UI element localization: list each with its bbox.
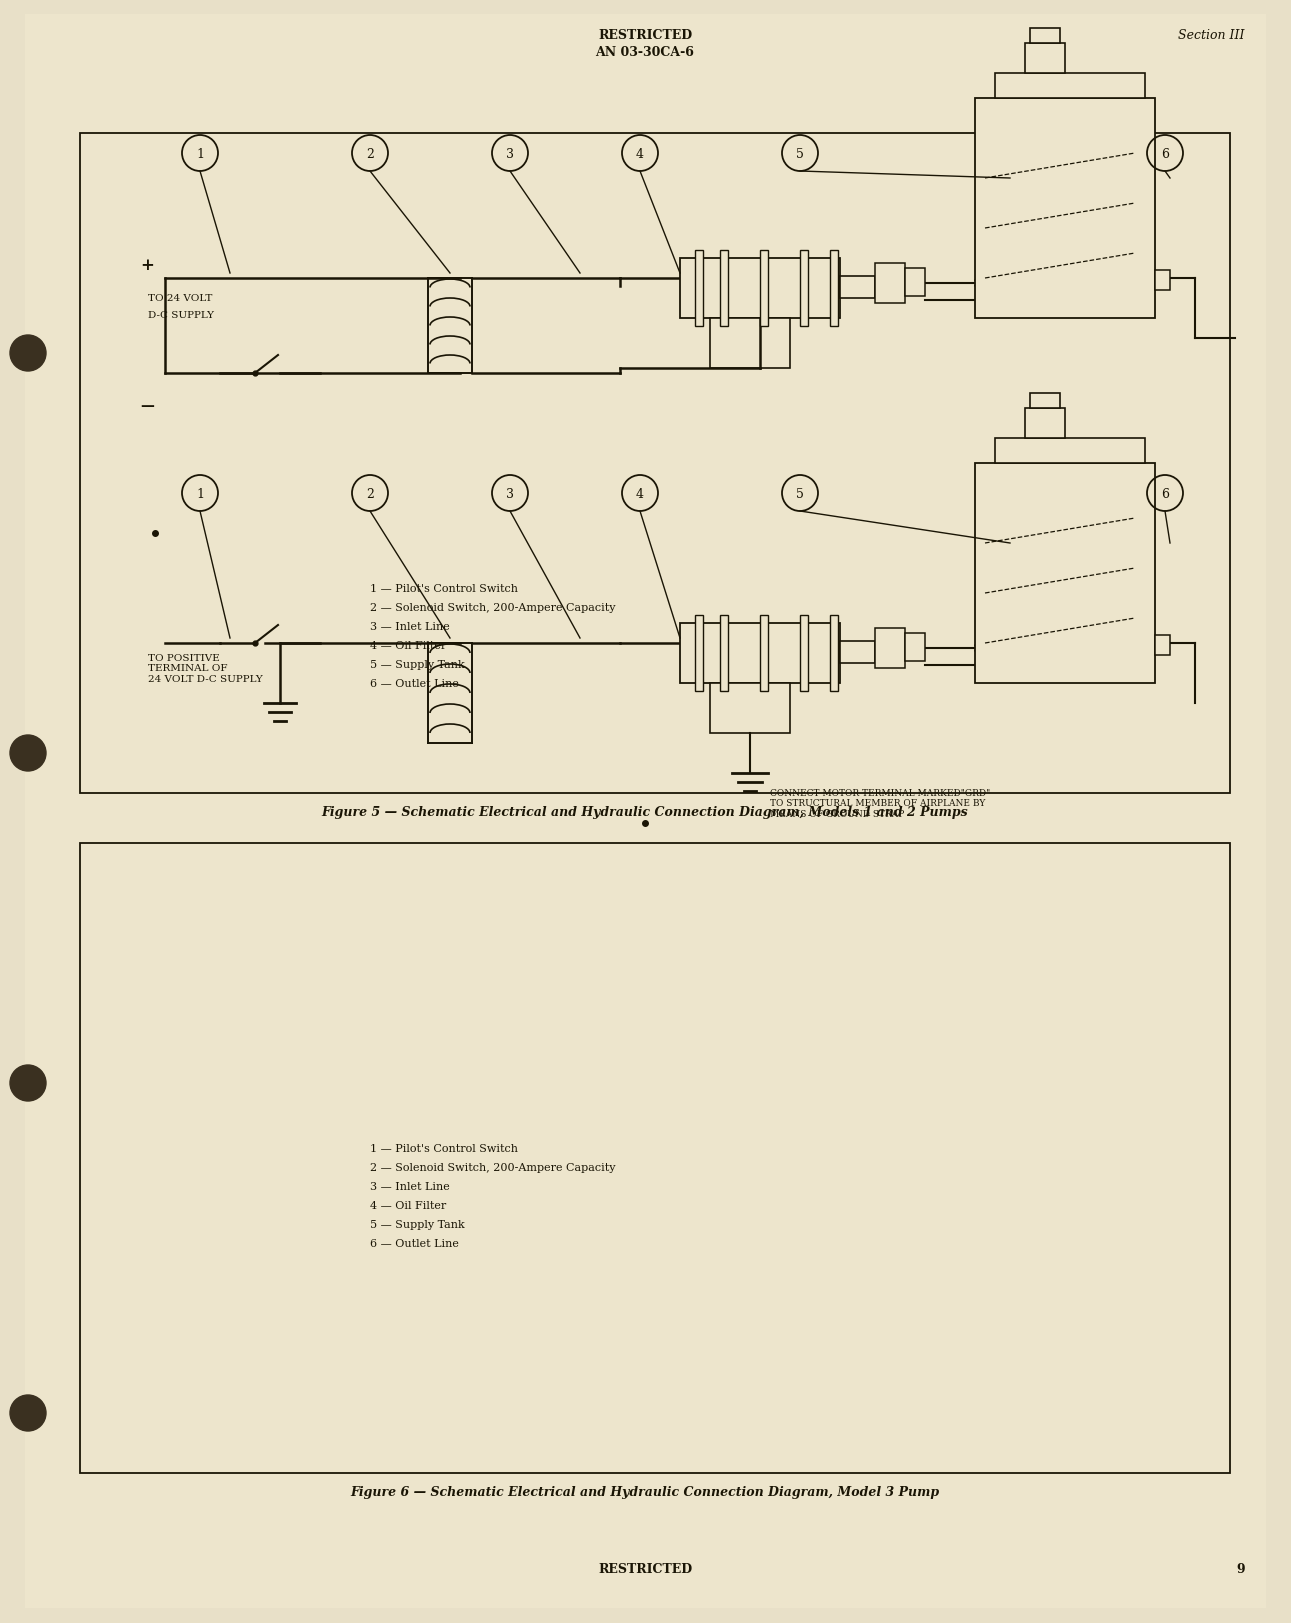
Text: —: — (139, 399, 154, 412)
Circle shape (10, 336, 46, 372)
Circle shape (10, 1396, 46, 1431)
Text: 5 — Supply Tank: 5 — Supply Tank (371, 1219, 465, 1229)
Text: 5: 5 (797, 148, 804, 161)
Text: 2 — Solenoid Switch, 200-Ampere Capacity: 2 — Solenoid Switch, 200-Ampere Capacity (371, 1162, 616, 1172)
Text: 5: 5 (797, 487, 804, 500)
Bar (905, 633, 924, 662)
Text: TO 24 VOLT: TO 24 VOLT (148, 294, 213, 304)
Text: 4 — Oil Filter: 4 — Oil Filter (371, 1201, 447, 1211)
Text: D-C SUPPLY: D-C SUPPLY (148, 312, 214, 320)
Text: 3: 3 (506, 148, 514, 161)
Text: Figure 5 — Schematic Electrical and Hydraulic Connection Diagram, Models 1 and 2: Figure 5 — Schematic Electrical and Hydr… (321, 805, 968, 818)
Text: RESTRICTED: RESTRICTED (598, 1561, 692, 1574)
Bar (875, 628, 905, 669)
Text: 9: 9 (1237, 1561, 1245, 1574)
Bar (830, 252, 838, 326)
Bar (720, 252, 728, 326)
Bar (695, 615, 704, 691)
Bar (800, 252, 808, 326)
Bar (1025, 409, 1065, 438)
Bar (710, 683, 790, 734)
Bar (995, 438, 1145, 464)
Text: 4: 4 (636, 148, 644, 161)
Text: 6: 6 (1161, 487, 1168, 500)
Text: 2: 2 (367, 487, 374, 500)
Text: RESTRICTED: RESTRICTED (598, 29, 692, 42)
Text: 3 — Inlet Line: 3 — Inlet Line (371, 622, 449, 631)
Text: 3: 3 (506, 487, 514, 500)
Bar (905, 269, 924, 297)
Bar (680, 258, 840, 318)
Bar (1025, 44, 1065, 75)
Text: 5 — Supply Tank: 5 — Supply Tank (371, 659, 465, 670)
Text: 4 — Oil Filter: 4 — Oil Filter (371, 641, 447, 651)
Text: 2 — Solenoid Switch, 200-Ampere Capacity: 2 — Solenoid Switch, 200-Ampere Capacity (371, 602, 616, 612)
Text: 1: 1 (196, 487, 204, 500)
Circle shape (10, 1065, 46, 1102)
Text: 1: 1 (196, 148, 204, 161)
Bar (80, 844, 1230, 1474)
Bar (1155, 271, 1170, 291)
Bar (1155, 636, 1170, 656)
Circle shape (10, 735, 46, 771)
Text: TO POSITIVE
TERMINAL OF
24 VOLT D-C SUPPLY: TO POSITIVE TERMINAL OF 24 VOLT D-C SUPP… (148, 654, 263, 683)
Bar (760, 615, 768, 691)
Bar (710, 318, 790, 368)
Bar (80, 135, 1230, 794)
Bar (800, 615, 808, 691)
Bar (830, 615, 838, 691)
Bar (995, 75, 1145, 99)
Text: 6 — Outlet Line: 6 — Outlet Line (371, 1238, 458, 1248)
Text: 3 — Inlet Line: 3 — Inlet Line (371, 1182, 449, 1191)
Text: Figure 6 — Schematic Electrical and Hydraulic Connection Diagram, Model 3 Pump: Figure 6 — Schematic Electrical and Hydr… (350, 1485, 940, 1498)
Bar (975, 464, 1155, 683)
Text: 4: 4 (636, 487, 644, 500)
Text: 1 — Pilot's Control Switch: 1 — Pilot's Control Switch (371, 1143, 518, 1154)
Text: CONNECT MOTOR TERMINAL MARKED"GRD"
TO STRUCTURAL MEMBER OF AIRPLANE BY
MEANS OF : CONNECT MOTOR TERMINAL MARKED"GRD" TO ST… (769, 789, 990, 818)
Bar (760, 252, 768, 326)
Bar (975, 99, 1155, 318)
Bar (1030, 394, 1060, 409)
Bar (680, 623, 840, 683)
Bar (875, 265, 905, 304)
Text: +: + (139, 256, 154, 274)
Bar (695, 252, 704, 326)
Text: Section III: Section III (1179, 29, 1245, 42)
Text: 2: 2 (367, 148, 374, 161)
Text: AN 03-30CA-6: AN 03-30CA-6 (595, 45, 695, 58)
Text: 1 — Pilot's Control Switch: 1 — Pilot's Control Switch (371, 584, 518, 594)
Text: 6 — Outlet Line: 6 — Outlet Line (371, 678, 458, 688)
Bar (1030, 29, 1060, 44)
Bar (720, 615, 728, 691)
Bar (840, 278, 875, 299)
Text: 6: 6 (1161, 148, 1168, 161)
Bar (840, 641, 875, 664)
